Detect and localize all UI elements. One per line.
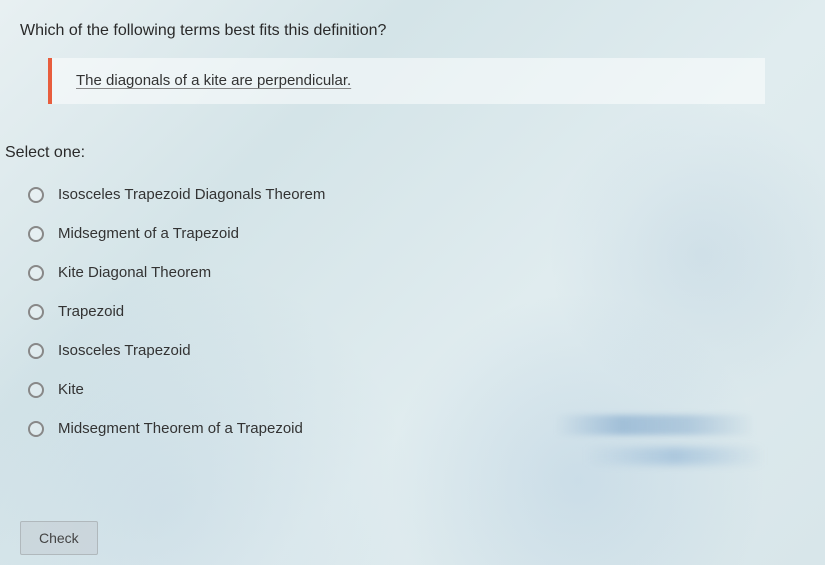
select-one-label: Select one: xyxy=(5,144,805,162)
check-button[interactable]: Check xyxy=(20,521,98,555)
radio-button[interactable] xyxy=(28,343,44,359)
radio-button[interactable] xyxy=(28,304,44,320)
radio-button[interactable] xyxy=(28,421,44,437)
option-label[interactable]: Kite xyxy=(58,381,84,398)
option-label[interactable]: Midsegment Theorem of a Trapezoid xyxy=(58,420,303,437)
definition-box: The diagonals of a kite are perpendicula… xyxy=(48,58,765,104)
option-label[interactable]: Trapezoid xyxy=(58,303,124,320)
option-label[interactable]: Isosceles Trapezoid xyxy=(58,342,191,359)
option-row[interactable]: Kite Diagonal Theorem xyxy=(28,256,805,289)
radio-button[interactable] xyxy=(28,187,44,203)
option-row[interactable]: Trapezoid xyxy=(28,295,805,328)
option-row[interactable]: Isosceles Trapezoid xyxy=(28,334,805,367)
background-smudge xyxy=(585,447,765,465)
option-row[interactable]: Isosceles Trapezoid Diagonals Theorem xyxy=(28,178,805,211)
radio-button[interactable] xyxy=(28,265,44,281)
option-label[interactable]: Isosceles Trapezoid Diagonals Theorem xyxy=(58,186,325,203)
question-prompt: Which of the following terms best fits t… xyxy=(20,22,805,40)
definition-text: The diagonals of a kite are perpendicula… xyxy=(76,72,351,89)
radio-button[interactable] xyxy=(28,226,44,242)
option-label[interactable]: Midsegment of a Trapezoid xyxy=(58,225,239,242)
option-row[interactable]: Midsegment of a Trapezoid xyxy=(28,217,805,250)
question-container: Which of the following terms best fits t… xyxy=(0,0,825,445)
option-label[interactable]: Kite Diagonal Theorem xyxy=(58,264,211,281)
radio-button[interactable] xyxy=(28,382,44,398)
options-list: Isosceles Trapezoid Diagonals Theorem Mi… xyxy=(28,178,805,445)
option-row[interactable]: Kite xyxy=(28,373,805,406)
option-row[interactable]: Midsegment Theorem of a Trapezoid xyxy=(28,412,805,445)
